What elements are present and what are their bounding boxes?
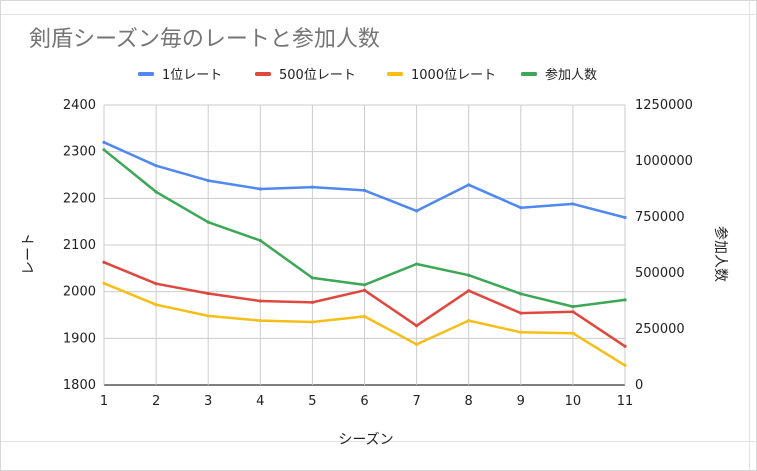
y2-tick-label: 0 xyxy=(635,378,643,393)
data-point xyxy=(102,148,106,152)
legend-item: 1位レート xyxy=(138,68,222,83)
y2-tick-label: 500000 xyxy=(635,266,685,281)
sheet-gridline xyxy=(1,14,756,15)
data-point xyxy=(102,140,106,144)
legend-item: 1000位レート xyxy=(387,68,496,83)
data-point xyxy=(623,363,627,367)
x-tick-label: 5 xyxy=(308,394,316,409)
data-point xyxy=(258,187,262,191)
legend-swatch xyxy=(387,72,403,76)
data-point xyxy=(154,303,158,307)
data-point xyxy=(362,314,367,318)
data-point xyxy=(519,311,523,315)
x-tick-label: 9 xyxy=(517,394,525,409)
legend-swatch xyxy=(138,72,154,76)
data-point xyxy=(623,298,627,302)
y-tick-label: 2300 xyxy=(63,145,96,160)
data-point xyxy=(362,288,367,292)
x-tick-label: 11 xyxy=(617,394,634,409)
data-point xyxy=(310,276,314,280)
series-lines xyxy=(102,140,627,367)
data-point xyxy=(519,292,523,296)
y-tick-label: 1900 xyxy=(63,331,96,346)
legend-label: 参加人数 xyxy=(545,67,597,83)
data-point xyxy=(467,319,471,323)
y2-tick-label: 1250000 xyxy=(635,98,693,113)
x-tick-label: 3 xyxy=(204,394,212,409)
y-tick-label: 2400 xyxy=(63,98,96,113)
chart-title: 剣盾シーズン毎のレートと参加人数 xyxy=(29,27,380,52)
data-point xyxy=(623,215,627,220)
data-point xyxy=(571,202,575,206)
data-point xyxy=(310,300,314,304)
data-point xyxy=(258,299,262,303)
data-point xyxy=(519,206,523,210)
data-point xyxy=(206,220,210,224)
y-tick-label: 2100 xyxy=(63,238,96,253)
x-tick-label: 4 xyxy=(256,394,264,409)
x-tick-label: 2 xyxy=(152,394,160,409)
legend: 1位レート 500位レート 1000位レート 参加人数 xyxy=(138,67,597,83)
data-point xyxy=(102,281,106,285)
data-point xyxy=(258,238,262,243)
data-point xyxy=(519,330,523,334)
data-point xyxy=(154,282,158,286)
y-tick-label: 1800 xyxy=(63,378,96,393)
x-tick-label: 1 xyxy=(100,394,108,409)
x-axis-label: シーズン xyxy=(338,432,393,448)
y-tick-label: 2200 xyxy=(63,191,96,206)
data-point xyxy=(467,183,471,187)
y-tick-label: 2000 xyxy=(63,285,96,300)
data-point xyxy=(362,283,367,287)
data-point xyxy=(102,260,106,264)
data-point xyxy=(467,289,471,293)
y2-tick-label: 750000 xyxy=(635,210,685,225)
data-point xyxy=(206,291,210,296)
axis-ticks: 1800 1900 2000 2100 2200 2300 2400 0 250000 50000… xyxy=(63,98,693,409)
data-point xyxy=(415,342,419,346)
data-point xyxy=(571,305,575,309)
y2-axis-label: 参加人数 xyxy=(712,226,729,282)
data-point xyxy=(415,262,419,266)
data-point xyxy=(154,164,158,168)
legend-swatch xyxy=(521,72,537,76)
data-point xyxy=(571,331,575,335)
x-tick-label: 7 xyxy=(412,394,420,409)
data-point xyxy=(623,344,627,348)
data-point xyxy=(154,190,158,194)
x-tick-label: 6 xyxy=(360,394,368,409)
sheet-gridline xyxy=(749,1,750,470)
data-point xyxy=(206,179,210,183)
legend-label: 1000位レート xyxy=(411,68,496,83)
y2-tick-label: 250000 xyxy=(635,322,685,337)
data-point xyxy=(415,324,419,328)
y-axis-label: レート xyxy=(21,233,37,275)
legend-item: 500位レート xyxy=(255,68,356,83)
data-point xyxy=(467,273,471,277)
y2-tick-label: 1000000 xyxy=(635,154,693,169)
sheet-gridline xyxy=(1,441,756,442)
x-tick-label: 10 xyxy=(565,394,582,409)
data-point xyxy=(206,314,210,318)
legend-item: 参加人数 xyxy=(521,67,597,83)
data-point xyxy=(310,185,314,189)
x-tick-label: 8 xyxy=(465,394,473,409)
data-point xyxy=(310,320,314,324)
legend-label: 500位レート xyxy=(279,68,356,83)
data-point xyxy=(415,209,419,213)
legend-label: 1位レート xyxy=(162,68,222,83)
data-point xyxy=(258,319,262,323)
data-point xyxy=(362,188,367,192)
legend-swatch xyxy=(255,72,271,76)
data-point xyxy=(571,310,575,314)
grid xyxy=(103,104,626,386)
